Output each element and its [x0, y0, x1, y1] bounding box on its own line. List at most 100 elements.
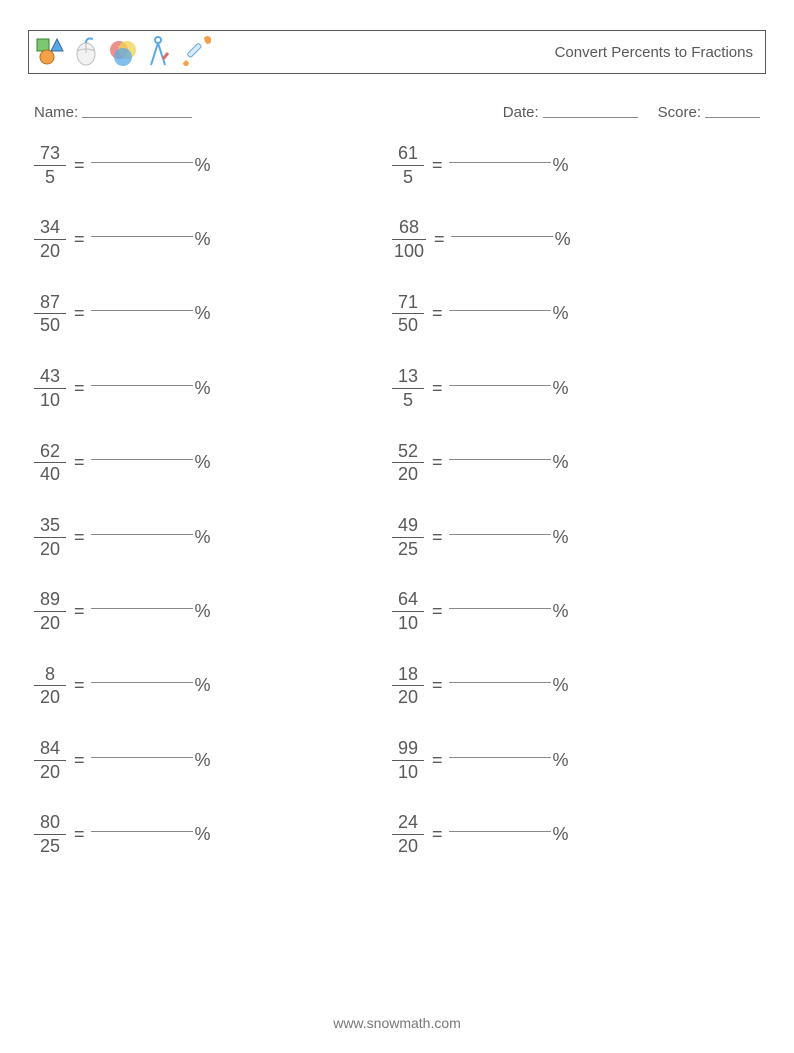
answer-blank[interactable]: [449, 831, 551, 832]
answer-blank[interactable]: [91, 162, 193, 163]
equals-sign: =: [432, 601, 443, 622]
name-blank[interactable]: [82, 101, 192, 118]
answer-blank[interactable]: [91, 831, 193, 832]
fraction: 7150: [392, 292, 424, 336]
fraction: 8420: [34, 738, 66, 782]
equals-sign: =: [74, 229, 85, 250]
percent-sign: %: [553, 378, 569, 399]
score-blank[interactable]: [705, 101, 760, 118]
denominator: 10: [396, 762, 420, 783]
denominator: 100: [392, 241, 426, 262]
fraction-bar: [34, 834, 66, 835]
problem-right-6: 6410=%: [392, 589, 722, 633]
answer-blank[interactable]: [449, 608, 551, 609]
mouse-icon: [71, 37, 101, 67]
denominator: 50: [38, 315, 62, 336]
problem-left-5: 3520=%: [34, 515, 364, 559]
numerator: 71: [396, 292, 420, 313]
problem-right-7: 1820=%: [392, 664, 722, 708]
problem-right-1: 68100=%: [392, 217, 722, 261]
denominator: 5: [401, 390, 415, 411]
fraction: 8750: [34, 292, 66, 336]
denominator: 20: [396, 687, 420, 708]
percent-sign: %: [195, 378, 211, 399]
denominator: 10: [396, 613, 420, 634]
equals-sign: =: [74, 155, 85, 176]
fraction-bar: [34, 462, 66, 463]
answer-blank[interactable]: [449, 385, 551, 386]
fraction-bar: [392, 537, 424, 538]
answer-blank[interactable]: [91, 310, 193, 311]
denominator: 20: [38, 613, 62, 634]
date-label: Date:: [503, 104, 539, 121]
equals-sign: =: [74, 303, 85, 324]
answer-blank[interactable]: [91, 385, 193, 386]
numerator: 87: [38, 292, 62, 313]
numerator: 99: [396, 738, 420, 759]
fraction-bar: [392, 462, 424, 463]
answer-blank[interactable]: [91, 682, 193, 683]
problem-left-6: 8920=%: [34, 589, 364, 633]
equals-sign: =: [434, 229, 445, 250]
percent-sign: %: [553, 675, 569, 696]
fraction: 8920: [34, 589, 66, 633]
numerator: 13: [396, 366, 420, 387]
equals-sign: =: [74, 750, 85, 771]
numerator: 35: [38, 515, 62, 536]
answer-blank[interactable]: [91, 236, 193, 237]
fraction-bar: [34, 760, 66, 761]
answer-blank[interactable]: [449, 757, 551, 758]
problems-grid: 735=%615=%3420=%68100=%8750=%7150=%4310=…: [34, 143, 766, 857]
answer-blank[interactable]: [91, 459, 193, 460]
fraction: 3520: [34, 515, 66, 559]
fraction: 615: [392, 143, 424, 187]
problem-left-9: 8025=%: [34, 812, 364, 856]
denominator: 20: [396, 464, 420, 485]
numerator: 62: [38, 441, 62, 462]
answer-blank[interactable]: [449, 310, 551, 311]
numerator: 68: [397, 217, 421, 238]
equals-sign: =: [432, 378, 443, 399]
percent-sign: %: [195, 303, 211, 324]
tool-icons: [35, 35, 211, 69]
score-label: Score:: [658, 104, 701, 121]
answer-blank[interactable]: [449, 534, 551, 535]
answer-blank[interactable]: [449, 162, 551, 163]
compass-icon: [145, 35, 171, 69]
problem-left-7: 820=%: [34, 664, 364, 708]
denominator: 25: [396, 539, 420, 560]
fraction: 68100: [392, 217, 426, 261]
problem-right-9: 2420=%: [392, 812, 722, 856]
fraction: 820: [34, 664, 66, 708]
name-label: Name:: [34, 104, 78, 121]
percent-sign: %: [195, 452, 211, 473]
fraction: 6410: [392, 589, 424, 633]
equals-sign: =: [74, 675, 85, 696]
info-row: Name: Date: Score:: [34, 104, 760, 121]
answer-blank[interactable]: [91, 608, 193, 609]
answer-blank[interactable]: [451, 236, 553, 237]
answer-blank[interactable]: [449, 682, 551, 683]
denominator: 25: [38, 836, 62, 857]
fraction: 2420: [392, 812, 424, 856]
denominator: 40: [38, 464, 62, 485]
fraction-bar: [34, 313, 66, 314]
fraction-bar: [392, 388, 424, 389]
numerator: 52: [396, 441, 420, 462]
numerator: 64: [396, 589, 420, 610]
equals-sign: =: [74, 601, 85, 622]
answer-blank[interactable]: [449, 459, 551, 460]
date-blank[interactable]: [543, 101, 638, 118]
denominator: 20: [38, 687, 62, 708]
numerator: 84: [38, 738, 62, 759]
equals-sign: =: [74, 378, 85, 399]
percent-sign: %: [195, 155, 211, 176]
denominator: 20: [38, 762, 62, 783]
fraction-bar: [392, 611, 424, 612]
numerator: 89: [38, 589, 62, 610]
fraction-bar: [34, 165, 66, 166]
denominator: 20: [38, 241, 62, 262]
answer-blank[interactable]: [91, 534, 193, 535]
answer-blank[interactable]: [91, 757, 193, 758]
dropper-icon: [177, 35, 211, 69]
